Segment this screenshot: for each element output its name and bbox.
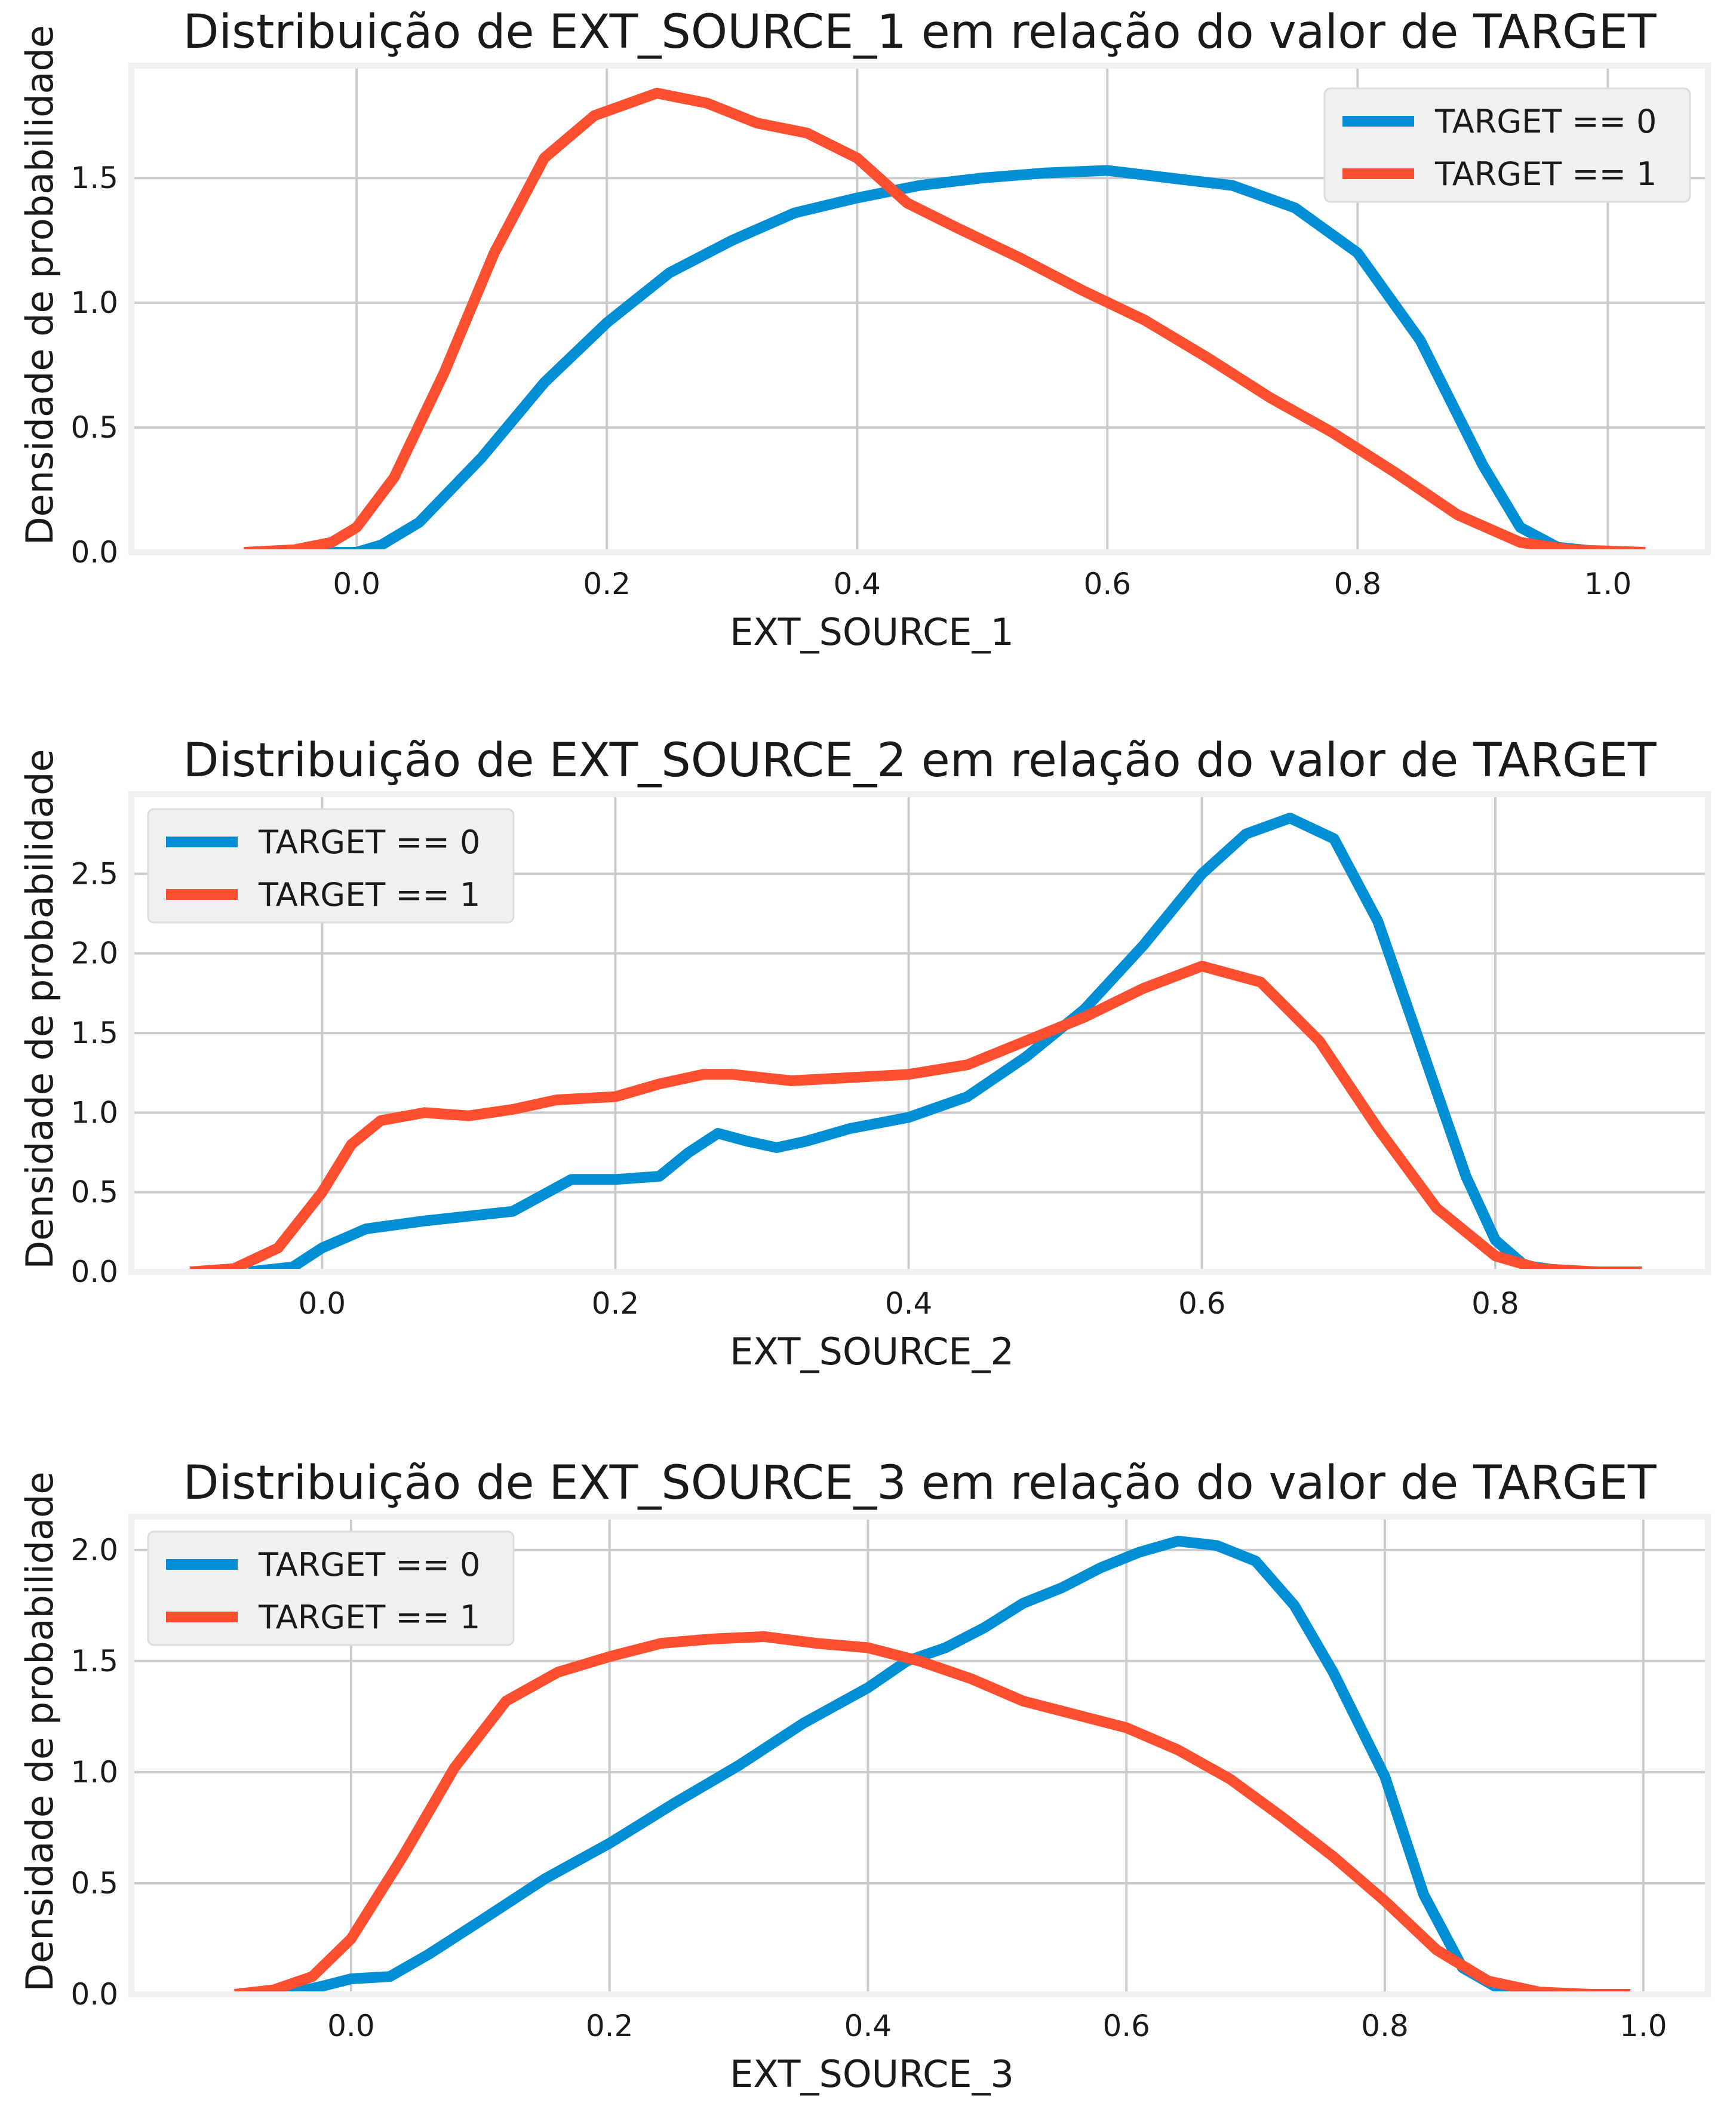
y-axis-label: Densidade de probabilidade <box>18 25 62 545</box>
legend: TARGET == 0 TARGET == 1 <box>1323 87 1691 203</box>
y-tick-label: 0.0 <box>70 1255 118 1289</box>
y-tick-label: 2.0 <box>70 936 118 971</box>
chart-panel-2: 0.0 0.2 0.4 0.6 0.8 0.0 0.5 1.0 1.5 2.0 2.5 Distrib… <box>18 734 1711 1373</box>
legend-label: TARGET == 1 <box>1434 155 1657 193</box>
x-tick-label: 0.2 <box>586 2009 634 2043</box>
y-tick-label: 1.0 <box>70 1095 118 1130</box>
y-tick-label: 2.5 <box>70 856 118 891</box>
y-axis-label: Densidade de probabilidade <box>18 1471 62 1991</box>
x-tick-label: 1.0 <box>1584 567 1632 601</box>
y-tick-label: 1.5 <box>70 161 118 195</box>
legend-label: TARGET == 0 <box>1434 103 1657 140</box>
x-tick-label: 0.0 <box>333 567 380 601</box>
x-tick-label: 0.2 <box>583 567 631 601</box>
x-tick-label: 0.4 <box>885 1286 933 1321</box>
x-tick-label: 0.4 <box>844 2009 892 2043</box>
y-tick-label: 0.5 <box>70 1866 118 1901</box>
y-tick-label: 0.0 <box>70 535 118 570</box>
y-tick-label: 1.5 <box>70 1644 118 1678</box>
series-line-target-1 <box>234 1631 1631 1994</box>
chart-panel-1: 0.0 0.2 0.4 0.6 0.8 1.0 0.0 0.5 1.0 1.5 Distribuiç… <box>18 5 1711 654</box>
x-axis-label: EXT_SOURCE_2 <box>730 1330 1014 1373</box>
plot-frame <box>128 63 1711 555</box>
chart-panel-3: 0.0 0.2 0.4 0.6 0.8 1.0 0.0 0.5 1.0 1.5 2.0 Distrib… <box>18 1456 1711 2096</box>
legend-box <box>1323 87 1691 203</box>
y-tick-label: 2.0 <box>70 1533 118 1567</box>
y-axis-label: Densidade de probabilidade <box>18 749 62 1269</box>
series-line-target-0 <box>306 165 1646 552</box>
legend-label: TARGET == 1 <box>258 1598 480 1636</box>
x-tick-label: 0.0 <box>298 1286 346 1321</box>
y-tick-label: 1.0 <box>70 1755 118 1790</box>
y-tick-label: 0.5 <box>70 410 118 445</box>
x-tick-label: 0.0 <box>327 2009 375 2043</box>
legend-box <box>147 1530 515 1646</box>
plot-frame <box>128 791 1711 1275</box>
x-tick-label: 1.0 <box>1620 2009 1667 2043</box>
legend: TARGET == 0 TARGET == 1 <box>147 1530 515 1646</box>
x-axis-label: EXT_SOURCE_1 <box>730 610 1014 654</box>
legend-label: TARGET == 0 <box>258 1546 480 1584</box>
x-tick-label: 0.6 <box>1084 567 1132 601</box>
series-line-target-0 <box>285 1535 1592 1994</box>
legend-label: TARGET == 1 <box>258 876 480 914</box>
y-tick-label: 1.0 <box>70 285 118 320</box>
chart-title: Distribuição de EXT_SOURCE_2 em relação … <box>183 734 1656 788</box>
x-tick-label: 0.6 <box>1178 1286 1226 1321</box>
plot-frame <box>128 1514 1711 1997</box>
legend-box <box>147 808 515 924</box>
legend: TARGET == 0 TARGET == 1 <box>147 808 515 924</box>
series-line-target-1 <box>244 88 1646 552</box>
y-tick-label: 0.5 <box>70 1175 118 1210</box>
chart-title: Distribuição de EXT_SOURCE_1 em relação … <box>183 5 1656 59</box>
x-tick-label: 0.8 <box>1471 1286 1519 1321</box>
series-line-target-0 <box>248 813 1642 1272</box>
x-axis-label: EXT_SOURCE_3 <box>730 2052 1014 2096</box>
x-tick-label: 0.4 <box>833 567 881 601</box>
x-tick-label: 0.6 <box>1102 2009 1150 2043</box>
x-tick-label: 0.8 <box>1334 567 1382 601</box>
y-tick-label: 1.5 <box>70 1016 118 1050</box>
x-tick-label: 0.2 <box>592 1286 640 1321</box>
series-line-target-1 <box>189 961 1642 1272</box>
legend-label: TARGET == 0 <box>258 823 480 861</box>
chart-title: Distribuição de EXT_SOURCE_3 em relação … <box>183 1456 1656 1510</box>
x-tick-label: 0.8 <box>1361 2009 1409 2043</box>
y-tick-label: 0.0 <box>70 1977 118 2012</box>
